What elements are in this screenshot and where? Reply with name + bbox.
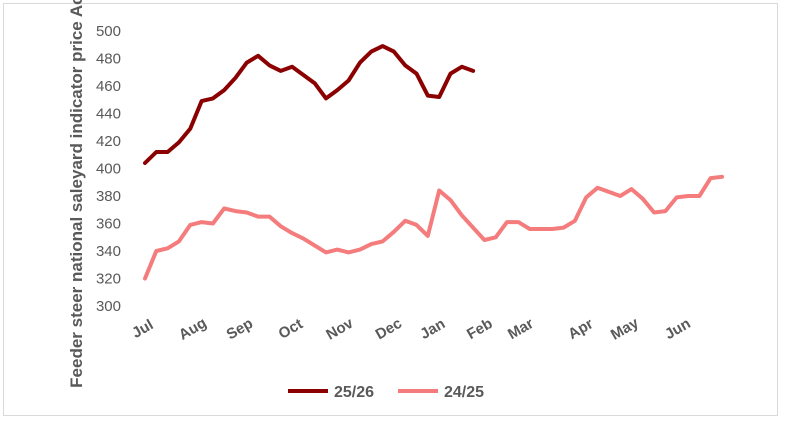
y-tick-label: 420 — [96, 133, 121, 150]
y-tick-label: 380 — [96, 188, 121, 205]
legend-label: 25/26 — [334, 384, 374, 401]
y-axis-title: Feeder steer national saleyard indicator… — [67, 0, 86, 388]
legend: 25/26 24/25 — [288, 384, 484, 401]
y-tick-label: 460 — [96, 78, 121, 95]
y-tick-label: 320 — [96, 271, 121, 288]
chart-area — [3, 3, 778, 416]
x-axis-ticks: Jul Aug Sep Oct Nov Dec Jan Feb Mar Apr May Jun — [129, 314, 693, 344]
y-tick-label: 340 — [96, 243, 121, 260]
x-tick-label: Jun — [662, 315, 694, 343]
x-tick-label: Dec — [373, 315, 405, 343]
x-tick-label: Nov — [323, 314, 357, 343]
x-tick-label: Aug — [176, 314, 210, 343]
x-tick-label: Jan — [417, 315, 448, 343]
x-tick-label: Oct — [276, 315, 306, 342]
y-tick-label: 480 — [96, 51, 121, 68]
y-axis-ticks: 300 320 340 360 380 400 420 440 460 480 500 — [96, 23, 121, 315]
series-lines — [143, 44, 724, 281]
y-tick-label: 360 — [96, 216, 121, 233]
y-tick-label: 500 — [96, 23, 121, 40]
y-tick-label: 300 — [96, 298, 121, 315]
y-tick-label: 400 — [96, 161, 121, 178]
legend-label: 24/25 — [444, 384, 484, 401]
x-tick-label: May — [608, 314, 642, 344]
x-tick-label: Apr — [565, 315, 596, 343]
series-line — [143, 44, 476, 165]
x-tick-label: Jul — [129, 316, 156, 342]
y-tick-label: 440 — [96, 106, 121, 123]
x-tick-label: Feb — [464, 315, 496, 343]
x-tick-label: Sep — [224, 315, 256, 343]
x-tick-label: Mar — [505, 315, 537, 343]
series-line — [143, 174, 724, 281]
